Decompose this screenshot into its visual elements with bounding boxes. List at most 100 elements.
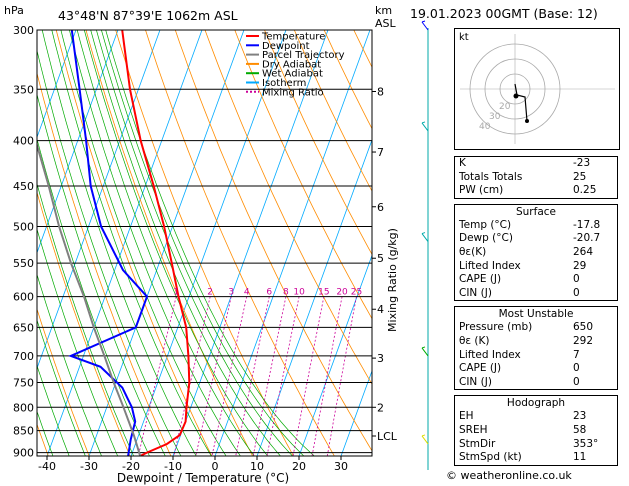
hodograph-point [525, 119, 529, 123]
row-label: StmSpd (kt) [459, 451, 522, 464]
dry-adiabat-line [115, 30, 294, 456]
row-label: EH [459, 410, 474, 423]
table-row: SREH 58 [455, 424, 617, 438]
pressure-tick-label: 750 [13, 376, 34, 389]
series-line [68, 30, 149, 456]
mixing-ratio-label: 25 [351, 288, 362, 298]
table-row: StmSpd (kt) 11 [455, 451, 617, 465]
table-row: Lifted Index 7 [455, 349, 617, 363]
row-value: 29 [573, 259, 587, 272]
copyright-footer[interactable]: © weatheronline.co.uk [446, 469, 572, 482]
row-label: Lifted Index [459, 259, 521, 272]
row-value: 25 [573, 170, 587, 183]
indices-tables: K -23 Totals Totals 25 PW (cm) 0.25 Surface T… [454, 156, 618, 471]
x-tick-label: 0 [212, 460, 219, 473]
hodograph-ring-label: 40 [479, 122, 491, 132]
wind-profile [421, 20, 429, 470]
row-label: Lifted Index [459, 348, 521, 361]
km-tick-label: LCL [377, 430, 398, 443]
table-row: StmDir 353° [455, 438, 617, 452]
pressure-tick-label: 450 [13, 180, 34, 193]
row-value: -23 [573, 157, 591, 169]
km-label: km [375, 4, 392, 17]
pressure-tick-label: 800 [13, 401, 34, 414]
legend-entry: Dry Adiabat [262, 59, 321, 70]
wet-adiabat-line [90, 30, 281, 456]
isotherm-line [130, 30, 287, 456]
row-value: -20.7 [573, 232, 601, 245]
table-row: CIN (J) 0 [455, 287, 617, 301]
mixing-ratio-label: 1 [173, 288, 179, 298]
pressure-tick-label: 300 [13, 24, 34, 37]
dry-adiabat-line [204, 30, 372, 385]
mixing-ratio-line [235, 296, 270, 456]
dry-adiabat-line [37, 307, 90, 456]
km-tick-label: 4 [377, 303, 384, 316]
row-label: Pressure (mb) [459, 321, 533, 334]
legend-entry: Wet Adiabat [262, 69, 323, 80]
asl-label: ASL [375, 17, 397, 30]
wet-adiabat-line [51, 30, 212, 456]
wet-adiabat-line [83, 30, 269, 456]
row-label: CIN (J) [459, 286, 492, 299]
dry-adiabat-line [264, 30, 372, 256]
km-tick-label: 5 [377, 252, 384, 265]
most-unstable-title: Most Unstable [498, 308, 574, 321]
mixing-ratio-line [195, 296, 232, 456]
row-value: 0 [573, 362, 580, 375]
row-label: K [459, 157, 466, 169]
x-tick-label: 10 [250, 460, 264, 473]
x-tick-label: 20 [292, 460, 306, 473]
table-row: EH 23 [455, 410, 617, 424]
x-tick-label: -30 [80, 460, 98, 473]
dry-adiabat-line [37, 71, 172, 456]
table-row: CAPE (J) 0 [455, 273, 617, 287]
dry-adiabat-line [293, 30, 372, 192]
row-label: Totals Totals [459, 170, 523, 183]
table-row: CIN (J) 0 [455, 376, 617, 390]
wet-adiabat-line [37, 49, 182, 456]
row-label: CAPE (J) [459, 273, 502, 286]
mixing-ratio-label: 20 [336, 288, 348, 298]
mixing-ratio-line [211, 296, 248, 456]
wind-barb [421, 232, 429, 242]
row-label: CIN (J) [459, 375, 492, 388]
table-row: Totals Totals 25 [455, 171, 617, 185]
isotherm-line [46, 30, 203, 456]
row-label: StmDir [459, 437, 496, 450]
dry-adiabat-line [145, 30, 335, 456]
wind-barb [421, 434, 429, 445]
wet-adiabat-line [37, 273, 102, 456]
row-value: 0 [573, 375, 580, 388]
row-value: 292 [573, 334, 594, 347]
station-location: 43°48'N 87°39'E 1062m ASL [58, 8, 238, 23]
wet-adiabat-line [37, 93, 166, 456]
hodograph-ring-label: 30 [489, 112, 501, 122]
mixing-ratio-line [252, 296, 287, 456]
pressure-tick-label: 850 [13, 425, 34, 438]
row-label: θε(K) [459, 245, 487, 258]
wet-adiabat-line [37, 364, 70, 456]
pressure-tick-label: 600 [13, 291, 34, 304]
pressure-tick-label: 500 [13, 220, 34, 233]
row-value: 11 [573, 451, 587, 464]
wind-barb [421, 346, 429, 357]
km-tick-label: 7 [377, 146, 384, 159]
table-row: Pressure (mb) 650 [455, 321, 617, 335]
pressure-tick-label: 350 [13, 83, 34, 96]
km-tick-label: 2 [377, 401, 384, 414]
table-row: Lifted Index 29 [455, 260, 617, 274]
pressure-tick-label: 650 [13, 321, 34, 334]
table-row: K -23 [455, 157, 617, 171]
mixing-ratio-line [137, 296, 177, 456]
wet-adiabat-line [41, 30, 197, 456]
series-line [37, 141, 142, 456]
km-tick-label: 3 [377, 352, 384, 365]
wet-adiabat-line [37, 137, 150, 456]
row-label: PW (cm) [459, 184, 504, 197]
legend-entry: Parcel Trajectory [262, 50, 345, 61]
surface-title: Surface [515, 205, 556, 218]
